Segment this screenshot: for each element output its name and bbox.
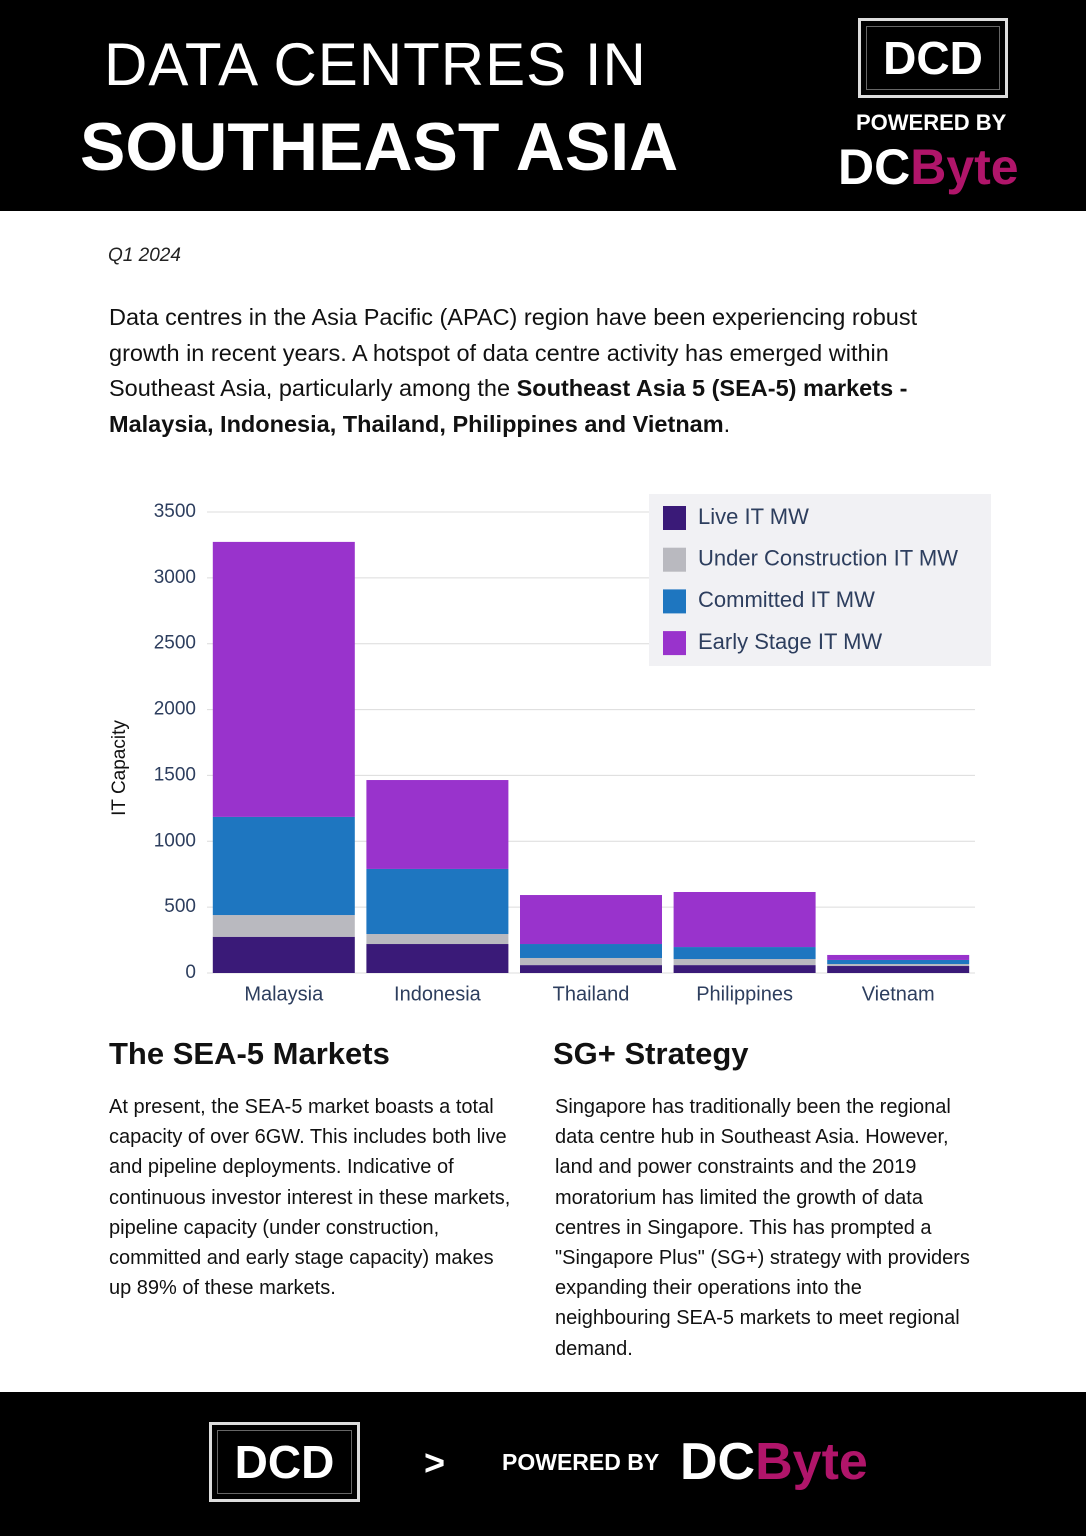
y-tick-label: 3000	[154, 567, 196, 588]
dcd-logo: DCD	[209, 1422, 360, 1502]
x-tick-label: Vietnam	[862, 983, 935, 1005]
intro-bold: Southeast Asia 5 (SEA-5) markets - Malay…	[109, 375, 908, 437]
y-tick-label: 2500	[154, 633, 196, 654]
x-tick-label: Thailand	[553, 983, 630, 1005]
bar-segment	[366, 934, 509, 945]
bar-segment	[366, 868, 509, 935]
section-title: The SEA-5 Markets	[109, 1036, 390, 1071]
brand-dc: DC	[838, 139, 911, 195]
section-text: At present, the SEA-5 market boasts a to…	[109, 1096, 511, 1300]
bar-segment	[366, 944, 509, 973]
y-tick-label: 3500	[154, 501, 196, 522]
x-tick-label: Malaysia	[244, 983, 324, 1005]
y-tick-label: 1000	[154, 830, 196, 851]
legend-swatch	[663, 547, 686, 572]
bar-segment	[520, 944, 662, 958]
intro-text: Data centres in the Asia Pacific (APAC) …	[109, 304, 918, 401]
intro: Data centres in the Asia Pacific (APAC) …	[109, 300, 989, 442]
powered-by: POWERED BY	[502, 1449, 660, 1475]
bar-segment	[520, 965, 662, 973]
bar-segment	[212, 936, 355, 973]
y-tick-label: 1500	[154, 764, 196, 785]
bar-segment	[673, 947, 816, 960]
footer: DCD > POWERED BY DCByte	[0, 1392, 1086, 1536]
x-tick-label: Philippines	[696, 983, 793, 1005]
dcd-logo: DCD	[858, 18, 1008, 98]
bar-segment	[673, 965, 816, 973]
bar-segment	[212, 816, 355, 916]
brand-byte: Byte	[755, 1433, 868, 1491]
bar-segment	[673, 959, 816, 966]
dcbyte-logo: DCByte	[838, 138, 1019, 196]
x-tick-label: Indonesia	[394, 983, 482, 1005]
legend-swatch	[663, 589, 686, 614]
legend-swatch	[663, 506, 686, 530]
powered-by: POWERED BY	[856, 110, 1007, 135]
bar-segment	[827, 966, 970, 973]
bar-segment	[827, 954, 970, 960]
legend-label: Committed IT MW	[698, 587, 875, 612]
date: Q1 2024	[108, 245, 181, 266]
brand-byte: Byte	[910, 139, 1019, 195]
bar-segment	[212, 541, 355, 817]
legend-label: Under Construction IT MW	[698, 546, 958, 571]
legend-swatch	[663, 631, 686, 656]
bar-segment	[366, 780, 509, 869]
y-axis-label: IT Capacity	[109, 720, 130, 816]
bar-segment	[827, 959, 970, 965]
legend-box	[649, 494, 991, 666]
title-line: DATA CENTRES IN	[104, 31, 647, 98]
bar-segment	[827, 964, 970, 967]
y-tick-label: 2000	[154, 699, 196, 720]
brand-dc: DC	[680, 1433, 756, 1491]
bar-segment	[520, 895, 662, 945]
legend-label: Live IT MW	[698, 504, 809, 529]
bar-segment	[673, 891, 816, 948]
bar-segment	[212, 915, 355, 937]
bar-segment	[520, 957, 662, 966]
separator: >	[424, 1442, 446, 1483]
section-text: Singapore has traditionally been the reg…	[555, 1096, 970, 1360]
chart: IT Capacity 0 500 1000 1500 2000 2500 3000 3500…	[109, 494, 991, 1005]
title-line: SOUTHEAST ASIA	[80, 109, 679, 185]
header: DATA CENTRES IN SOUTHEAST ASIA DCD POWER…	[0, 0, 1086, 211]
dcbyte-logo: DCByte	[680, 1432, 868, 1492]
y-tick-label: 0	[185, 962, 196, 983]
y-tick-label: 500	[164, 896, 196, 917]
legend-label: Early Stage IT MW	[698, 629, 882, 654]
intro-text: .	[723, 410, 731, 437]
section-title: SG+ Strategy	[553, 1036, 749, 1071]
